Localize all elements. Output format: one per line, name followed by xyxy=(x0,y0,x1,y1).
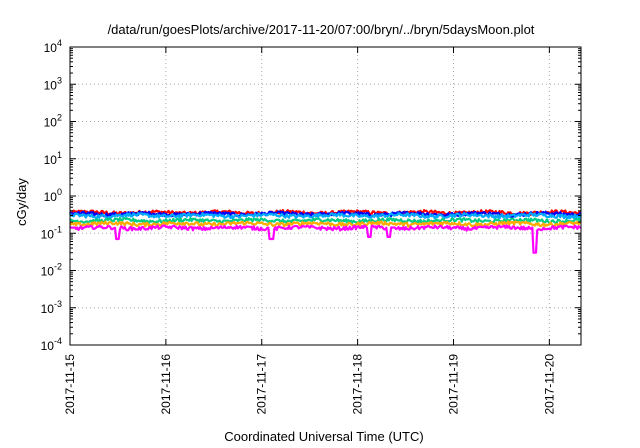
series-line xyxy=(69,220,582,228)
series-line xyxy=(69,224,582,254)
x-tick-label: 2017-11-18 xyxy=(351,354,365,415)
y-tick-labels: 10-4 10-3 10-2 10-1 100 101 102 103 104 xyxy=(41,38,62,353)
x-tick-label: 2017-11-15 xyxy=(63,354,77,415)
gridlines xyxy=(70,47,581,345)
x-tick-label: 2017-11-19 xyxy=(446,354,460,415)
chart-title: /data/run/goesPlots/archive/2017-11-20/0… xyxy=(108,22,535,37)
x-axis-label: Coordinated Universal Time (UTC) xyxy=(224,429,423,444)
axis-ticks xyxy=(69,46,581,346)
y-tick-label: 101 xyxy=(44,150,62,167)
series-line xyxy=(69,209,582,217)
y-tick-label: 10-3 xyxy=(41,299,62,316)
y-tick-label: 10-4 xyxy=(41,336,62,353)
y-tick-label: 102 xyxy=(44,113,62,130)
series-line xyxy=(69,212,583,220)
x-tick-label: 2017-11-16 xyxy=(159,354,173,415)
x-tick-labels: 2017-11-15 2017-11-16 2017-11-17 2017-11-18… xyxy=(63,354,556,415)
y-axis-label: cGy/day xyxy=(14,178,29,226)
y-tick-label: 100 xyxy=(44,187,62,204)
y-tick-label: 103 xyxy=(44,75,62,92)
y-tick-label: 10-1 xyxy=(41,224,62,241)
y-tick-label: 10-2 xyxy=(41,262,62,279)
y-tick-label: 104 xyxy=(44,38,62,55)
x-tick-label: 2017-11-20 xyxy=(542,354,556,415)
x-tick-label: 2017-11-17 xyxy=(255,354,269,415)
data-series xyxy=(69,209,583,254)
